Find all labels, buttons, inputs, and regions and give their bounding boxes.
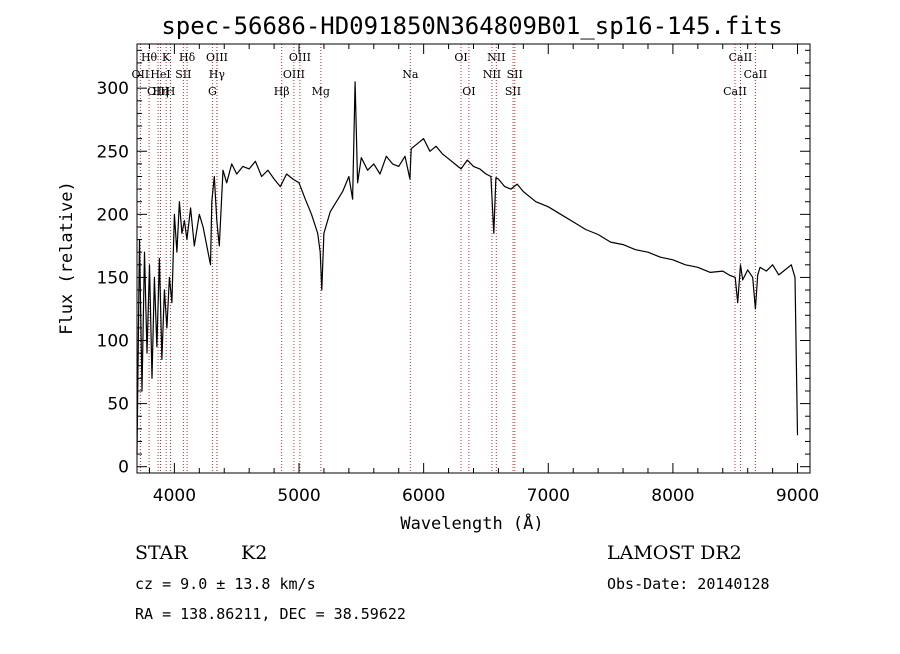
y-tick-label: 0: [118, 458, 129, 478]
line-label: Mg: [312, 85, 330, 98]
y-tick-label: 200: [97, 205, 129, 225]
line-label: Hθ: [141, 51, 158, 64]
line-label: SII: [505, 85, 521, 98]
x-tick-label: 4000: [153, 486, 196, 506]
line-label: Hδ: [179, 51, 196, 64]
plot-frame: [136, 43, 811, 474]
line-label: NII: [483, 68, 501, 81]
line-label: OI: [462, 85, 475, 98]
line-label: OII: [132, 68, 150, 81]
x-axis-ticks: 4000 5000 6000 7000 8000 9000: [148, 44, 819, 506]
y-tick-label: 100: [97, 332, 129, 352]
line-label: Hγ: [209, 68, 226, 81]
line-label: SII: [175, 68, 191, 81]
x-tick-label: 5000: [277, 486, 320, 506]
spectrum-series: [136, 81, 799, 455]
spectral-subclass: K2: [241, 542, 267, 564]
line-label: OIII: [283, 68, 305, 81]
line-label: Hη: [152, 85, 168, 98]
x-tick-label: 7000: [527, 486, 570, 506]
spectrum-line: [136, 81, 799, 455]
y-axis-ticks: 0 50 100 150 200 250 300: [97, 49, 810, 478]
obs-date-readout: Obs-Date: 20140128: [607, 575, 770, 593]
y-tick-label: 300: [97, 79, 129, 99]
line-label: OI: [454, 51, 467, 64]
object-type: STAR: [135, 542, 188, 564]
line-label: Na: [402, 68, 419, 81]
x-tick-label: 6000: [402, 486, 445, 506]
line-label: Hβ: [274, 85, 290, 98]
line-label: OIII: [289, 51, 311, 64]
x-tick-label: 8000: [651, 486, 694, 506]
line-label: G: [208, 85, 217, 98]
redshift-readout: cz = 9.0 ± 13.8 km/s: [135, 575, 316, 593]
line-label: K: [162, 51, 171, 64]
y-axis-label: Flux (relative): [57, 181, 77, 335]
x-axis-label: Wavelength (Å): [400, 512, 543, 534]
line-label: CaII: [744, 68, 768, 81]
line-label: OIII: [147, 85, 169, 98]
line-label: CaII: [723, 85, 747, 98]
y-tick-label: 50: [107, 395, 129, 415]
coordinates-readout: RA = 138.86211, DEC = 38.59622: [135, 605, 406, 623]
survey-name: LAMOST DR2: [607, 542, 742, 564]
line-label: H: [166, 85, 176, 98]
chart-title: spec-56686-HD091850N364809B01_sp16-145.f…: [161, 12, 782, 40]
line-label: OIII: [206, 51, 228, 64]
line-label: NII: [487, 51, 505, 64]
x-tick-label: 9000: [776, 486, 819, 506]
y-tick-label: 150: [97, 268, 129, 288]
line-label: SII: [507, 68, 523, 81]
line-label: CaII: [729, 51, 753, 64]
y-tick-label: 250: [97, 142, 129, 162]
